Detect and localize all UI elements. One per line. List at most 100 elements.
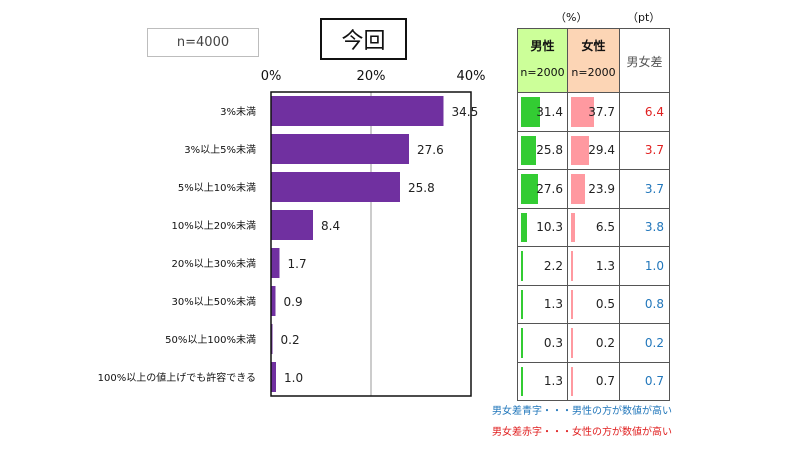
category-label: 10%以上20%未満	[172, 220, 256, 232]
female-bar	[571, 212, 575, 242]
category-label: 3%以上5%未満	[184, 144, 256, 156]
table-row: 31.4 37.7 6.4	[517, 92, 670, 132]
male-header: 男性	[530, 39, 555, 53]
bar	[271, 134, 409, 164]
female-bar	[571, 328, 573, 358]
female-cell: 29.4	[567, 130, 620, 170]
male-value: 2.2	[543, 258, 563, 273]
bar-chart: 0% 20% 40% 3%未満 34.5 3%以上5%未満 27.6 5%以上10%未満 25.…	[98, 69, 486, 397]
male-cell: 0.3	[517, 323, 568, 363]
female-cell: 1.3	[567, 246, 620, 286]
diff-cell: 3.7	[619, 169, 670, 209]
male-value: 1.3	[543, 374, 563, 389]
point-unit-label: （pt）	[627, 11, 661, 24]
diff-value: 0.2	[644, 335, 664, 350]
table-row: 2.2 1.3 1.0	[517, 246, 670, 286]
female-cell: 0.2	[567, 323, 620, 363]
data-label: 0.9	[284, 295, 303, 309]
female-cell: 6.5	[567, 207, 620, 247]
table-row: 0.3 0.2 0.2	[517, 323, 670, 363]
female-bar	[571, 97, 594, 127]
female-value: 29.4	[588, 143, 615, 158]
diff-cell: 0.2	[619, 323, 670, 363]
data-label: 27.6	[417, 143, 444, 157]
diff-value: 3.7	[644, 143, 664, 158]
data-label: 0.2	[281, 333, 300, 347]
male-bar	[521, 251, 523, 281]
female-bar	[571, 251, 573, 281]
male-value: 31.4	[536, 104, 563, 119]
note-red: 男女差赤字・・・女性の方が数値が高い	[492, 423, 672, 438]
diff-cell: 3.8	[619, 207, 670, 247]
category-label: 3%未満	[220, 106, 256, 118]
female-value: 0.2	[595, 335, 615, 350]
table-row: 25.8 29.4 3.7	[517, 130, 670, 170]
male-bar	[521, 366, 523, 396]
note-blue-text: 男女差青字・・・男性の方が数値が高い	[492, 406, 672, 417]
category-label: 100%以上の値上げでも許容できる	[98, 371, 256, 384]
male-cell: 1.3	[517, 284, 568, 324]
male-header-cell: 男性 n=2000	[517, 28, 568, 93]
category-label: 5%以上10%未満	[178, 182, 256, 194]
data-label: 8.4	[321, 219, 340, 233]
sample-size-label: n=4000	[176, 35, 230, 50]
female-value: 23.9	[588, 181, 615, 196]
bar	[271, 172, 400, 202]
male-value: 25.8	[536, 143, 563, 158]
diff-value: 1.0	[644, 258, 664, 273]
male-bar	[521, 174, 538, 204]
male-bar	[521, 289, 523, 319]
diff-value: 0.7	[644, 374, 664, 389]
x-tick-label: 20%	[357, 69, 386, 84]
male-n: n=2000	[520, 66, 565, 79]
male-cell: 10.3	[517, 207, 568, 247]
male-bar	[521, 97, 540, 127]
data-label: 1.0	[284, 371, 303, 385]
note-red-text: 男女差赤字・・・女性の方が数値が高い	[492, 427, 672, 438]
x-tick-label: 0%	[261, 69, 282, 84]
bar	[271, 248, 280, 278]
chart-title: 今回	[341, 29, 386, 54]
male-bar	[521, 328, 523, 358]
diff-value: 0.8	[644, 297, 664, 312]
female-value: 6.5	[595, 220, 615, 235]
bar	[271, 286, 276, 316]
table-row: 10.3 6.5 3.8	[517, 207, 670, 247]
plot-frame	[270, 91, 472, 397]
note-blue: 男女差青字・・・男性の方が数値が高い	[492, 402, 672, 417]
category-label: 20%以上30%未満	[172, 258, 256, 270]
male-cell: 31.4	[517, 92, 568, 132]
female-n: n=2000	[571, 66, 616, 79]
male-value: 1.3	[543, 297, 563, 312]
female-bar	[571, 135, 589, 165]
percent-unit-label: （%）	[555, 11, 588, 24]
female-cell: 0.5	[567, 284, 620, 324]
male-bar	[521, 135, 537, 165]
male-cell: 25.8	[517, 130, 568, 170]
bar	[271, 210, 313, 240]
male-value: 10.3	[536, 220, 563, 235]
diff-cell: 3.7	[619, 130, 670, 170]
table-row: 27.6 23.9 3.7	[517, 169, 670, 209]
diff-value: 3.8	[644, 220, 664, 235]
data-label: 25.8	[408, 181, 435, 195]
diff-header: 男女差	[626, 55, 663, 69]
bar	[271, 96, 444, 126]
table-row: 1.3 0.7 0.7	[517, 361, 670, 401]
chart-title-box: 今回	[320, 18, 407, 60]
female-value: 0.5	[595, 297, 615, 312]
female-bar	[571, 174, 586, 204]
diff-cell: 6.4	[619, 92, 670, 132]
male-value: 27.6	[536, 181, 563, 196]
female-bar	[571, 289, 573, 319]
female-cell: 37.7	[567, 92, 620, 132]
category-label: 30%以上50%未満	[172, 296, 256, 308]
x-tick-label: 40%	[457, 69, 486, 84]
female-value: 0.7	[595, 374, 615, 389]
female-cell: 23.9	[567, 169, 620, 209]
male-cell: 27.6	[517, 169, 568, 209]
diff-value: 3.7	[644, 181, 664, 196]
male-cell: 2.2	[517, 246, 568, 286]
sample-size-box: n=4000	[147, 28, 259, 57]
diff-header-cell: 男女差	[619, 28, 670, 93]
